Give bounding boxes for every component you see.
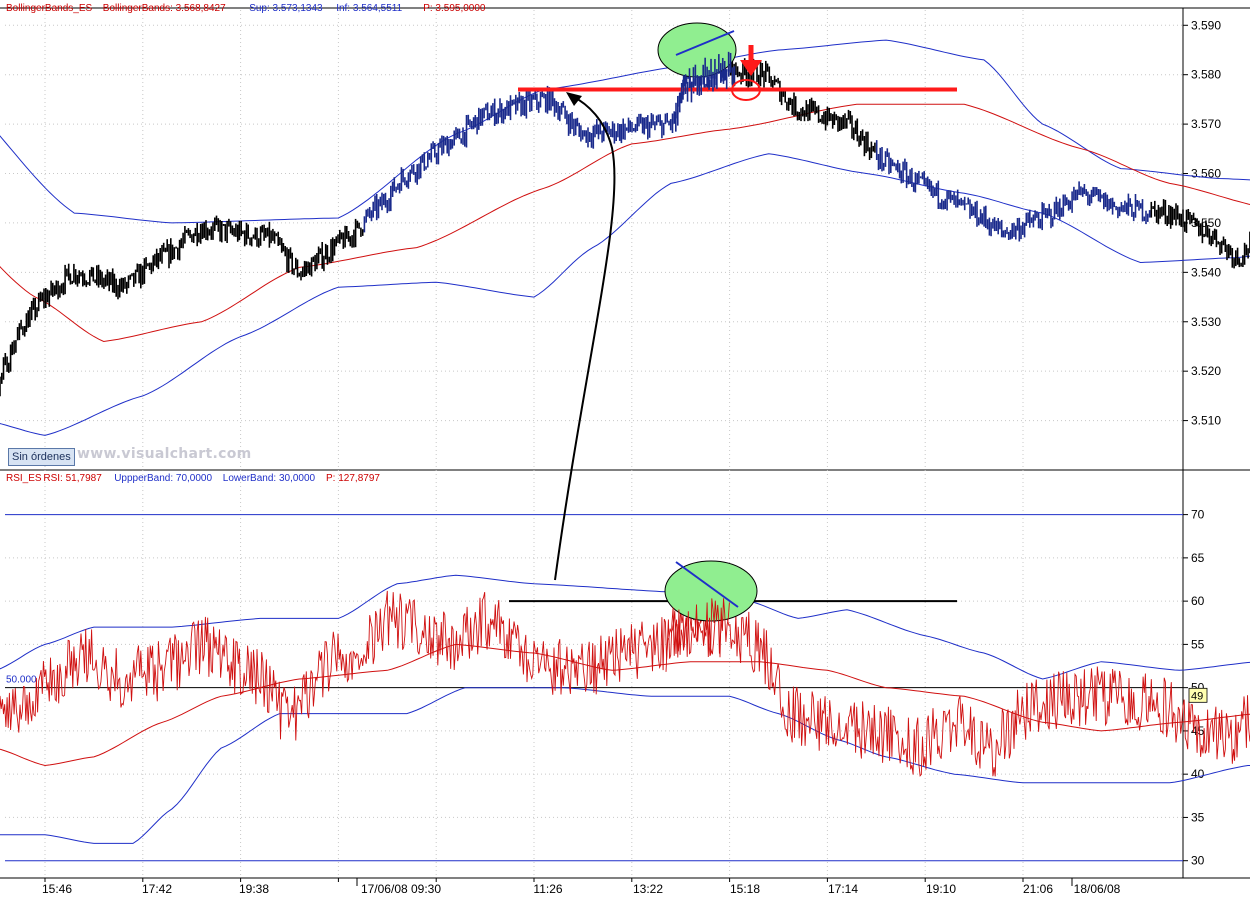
breakdown-circle-annotation [731, 79, 761, 101]
rsi-lower-band-line [0, 687, 1250, 844]
x-tick-label: 11:26 [533, 882, 562, 896]
rsi-y-tick-label: 40 [1191, 767, 1205, 781]
orders-button[interactable]: Sin órdenes [8, 448, 75, 466]
price-y-tick-label: 3.510 [1191, 414, 1221, 428]
rsi-y-tick-label: 70 [1191, 508, 1205, 522]
price-y-tick-label: 3.570 [1191, 117, 1221, 131]
x-tick-label: 17:14 [828, 882, 858, 896]
bollinger-header-value: Sup: 3.573,1343 [249, 3, 323, 14]
watermark-text: www.visualchart.com [77, 446, 252, 462]
x-tick-label: 17:42 [142, 882, 172, 896]
bollinger-header-name: BollingerBands_ES [6, 3, 92, 14]
rsi-divergence-line-annotation [675, 561, 739, 608]
rsi-current-value-box [1188, 687, 1208, 703]
divergence-arrow-annotation [554, 95, 616, 581]
rsi-y-tick-label: 55 [1191, 637, 1205, 651]
x-tick-label: 19:38 [239, 882, 269, 896]
rsi-header-value: UppperBand: 70,0000 [114, 473, 212, 484]
x-tick-label: 15:46 [42, 882, 72, 896]
bollinger-header-value: BollingerBands: 3.568,8427 [103, 3, 226, 14]
price-y-tick-label: 3.520 [1191, 364, 1221, 378]
x-tick-label: 21:06 [1023, 882, 1053, 896]
rsi-y-tick-label: 30 [1191, 854, 1205, 868]
down-arrow-icon [740, 60, 762, 76]
x-tick-label: 13:22 [633, 882, 663, 896]
rsi-current-value-label: 49 [1191, 690, 1203, 702]
lower-band-line [0, 153, 1250, 436]
rsi-header-name: RSI_ES [6, 473, 42, 484]
rsi-line-segment [665, 598, 730, 672]
rsi-header-value: LowerBand: 30,0000 [223, 473, 316, 484]
rsi-header-value: RSI: 51,7987 [43, 473, 102, 484]
rsi-average-line [0, 643, 1250, 767]
rsi-header-value: P: 127,8797 [326, 473, 380, 484]
rsi-y-tick-label: 60 [1191, 594, 1205, 608]
price-y-tick-label: 3.540 [1191, 265, 1221, 279]
price-trend-line-annotation [675, 30, 735, 56]
price-y-tick-label: 3.590 [1191, 18, 1221, 32]
x-tick-label: 17/06/08 09:30 [361, 882, 441, 896]
price-y-tick-label: 3.530 [1191, 315, 1221, 329]
x-tick-label: 19:10 [926, 882, 956, 896]
middle-band-line [0, 103, 1250, 343]
price-y-tick-label: 3.580 [1191, 68, 1221, 82]
bollinger-header-value: Inf: 3.564,5511 [336, 3, 402, 14]
arrow-head-icon [566, 92, 582, 106]
rsi-fifty-label: 50.000 [6, 675, 37, 686]
rsi-y-tick-label: 65 [1191, 551, 1205, 565]
rsi-y-tick-label: 35 [1191, 810, 1205, 824]
x-tick-label: 18/06/08 [1074, 882, 1121, 896]
x-tick-label: 15:18 [730, 882, 760, 896]
bollinger-header-value: P: 3.595,0000 [423, 3, 486, 14]
